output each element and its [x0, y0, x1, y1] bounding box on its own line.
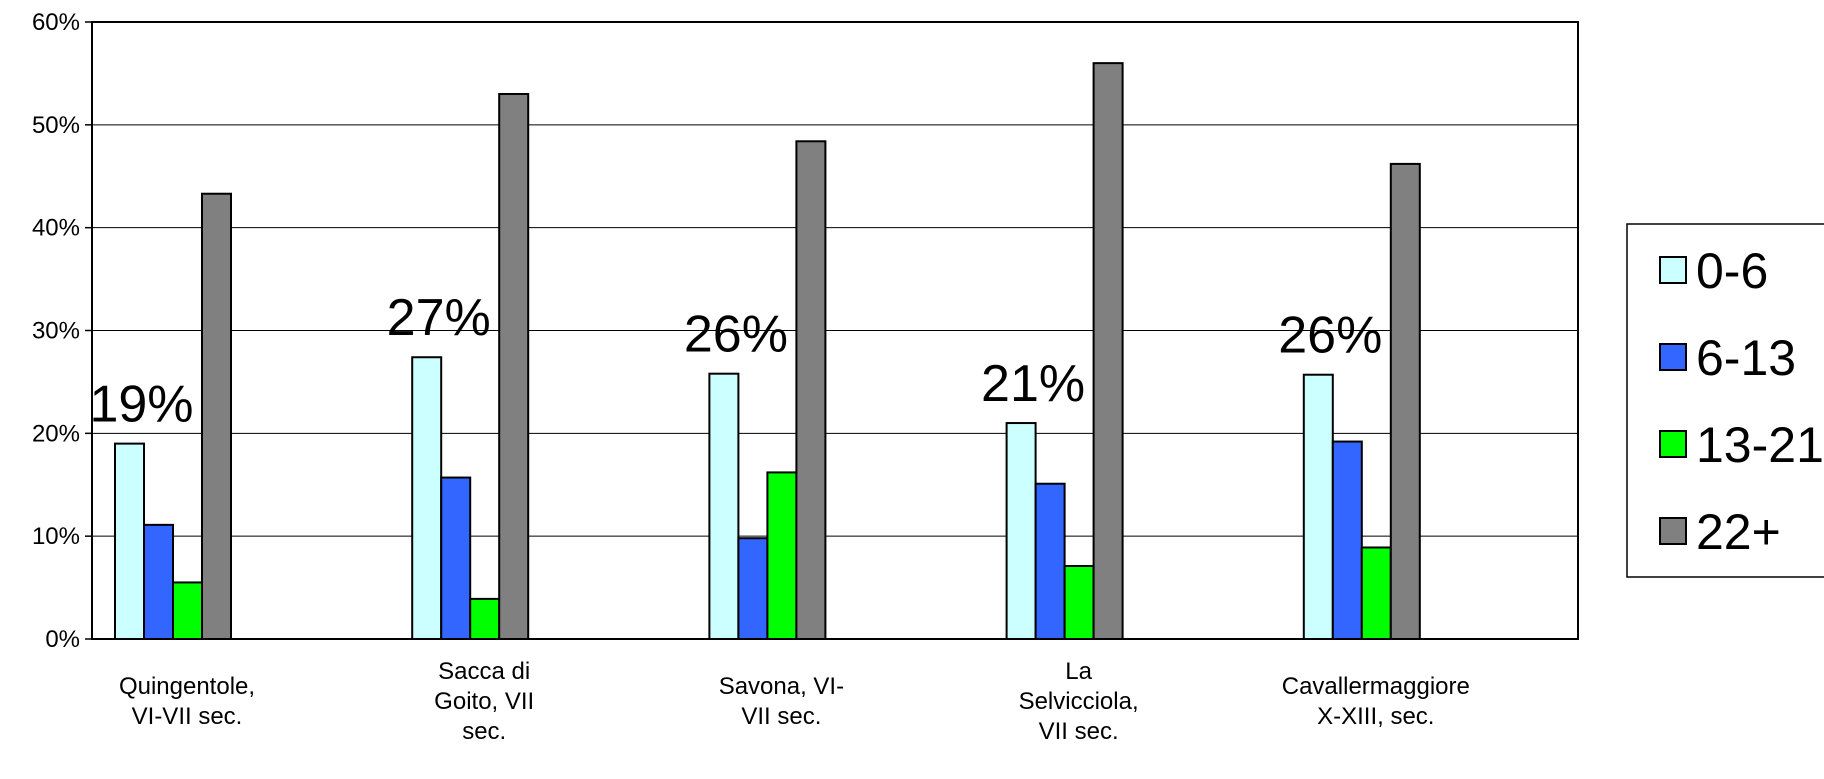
bar-0-6 [708, 372, 740, 640]
bar-13-21 [469, 597, 501, 641]
bars [114, 62, 1421, 641]
category-label-line: Cavallermaggiore [1282, 673, 1470, 700]
y-tick-label: 50% [32, 112, 80, 139]
category-label: Savona, VI- VII sec. [719, 673, 844, 730]
y-tick-label: 0% [45, 626, 80, 653]
y-tick-label: 10% [32, 523, 80, 550]
bar-13-21 [766, 471, 798, 640]
bar-0-6 [1302, 373, 1334, 640]
legend-swatch [1659, 343, 1687, 371]
y-tick-label: 40% [32, 215, 80, 242]
bar-22+ [498, 92, 530, 640]
annotation-label: 21% [981, 355, 1085, 413]
bar-6-13 [737, 537, 769, 640]
category-label: La Selvicciola, VII sec. [1019, 658, 1139, 745]
category-label-line: Selvicciola, [1019, 688, 1139, 715]
legend-swatch [1659, 256, 1687, 284]
legend-swatch [1659, 430, 1687, 458]
category-label: Sacca di Goito, VII sec. [434, 658, 534, 745]
bar-0-6 [114, 442, 145, 640]
category-label-line: Goito, VII [434, 688, 534, 715]
bar-22+ [1389, 162, 1421, 640]
legend-label: 22+ [1696, 504, 1781, 560]
category-label-line: Quingentole, [119, 673, 255, 700]
category-label: Quingentole, VI-VII sec. [119, 673, 255, 730]
bar-13-21 [1063, 564, 1095, 641]
bar-22+ [1092, 62, 1124, 640]
annotation-label: 27% [387, 289, 491, 347]
bar-0-6 [411, 356, 443, 640]
y-axis-ticks: 0% 10% 20% 30% 40% 50% 60% [32, 9, 92, 653]
y-tick-label: 30% [32, 318, 80, 345]
bar-22+ [795, 140, 827, 641]
category-label-line: sec. [462, 718, 506, 745]
y-tick-label: 60% [32, 9, 80, 36]
bar-22+ [201, 192, 232, 641]
annotation-label: 26% [684, 306, 788, 364]
category-labels: Quingentole, VI-VII sec. Sacca di Goito, VI… [119, 658, 1470, 745]
bar-6-13 [1034, 482, 1066, 641]
bar-0-6 [1005, 422, 1037, 640]
annotation-label: 26% [1278, 307, 1382, 365]
bar-13-21 [172, 581, 203, 640]
category-label-line: VI-VII sec. [132, 703, 243, 730]
category-label-line: VII sec. [1039, 718, 1119, 745]
annotation-label: 19% [89, 376, 193, 434]
bar-6-13 [440, 476, 472, 640]
bar-13-21 [1360, 546, 1392, 640]
category-label-line: X-XIII, sec. [1317, 703, 1434, 730]
legend-label: 13-21 [1696, 417, 1824, 473]
y-tick-label: 20% [32, 420, 80, 447]
legend: 0-6 6-13 13-21 22+ [1626, 223, 1824, 578]
category-label: Cavallermaggiore X-XIII, sec. [1282, 673, 1470, 730]
bar-6-13 [143, 523, 174, 640]
category-label-line: Sacca di [438, 658, 530, 685]
legend-label: 6-13 [1696, 330, 1796, 386]
category-label-line: La [1065, 658, 1092, 685]
annotations: 19% 27% 26% 21% 26% [89, 289, 1382, 433]
legend-swatch [1659, 517, 1687, 545]
category-label-line: Savona, VI- [719, 673, 844, 700]
legend-label: 0-6 [1696, 243, 1768, 299]
bar-6-13 [1331, 440, 1363, 640]
category-label-line: VII sec. [741, 703, 821, 730]
